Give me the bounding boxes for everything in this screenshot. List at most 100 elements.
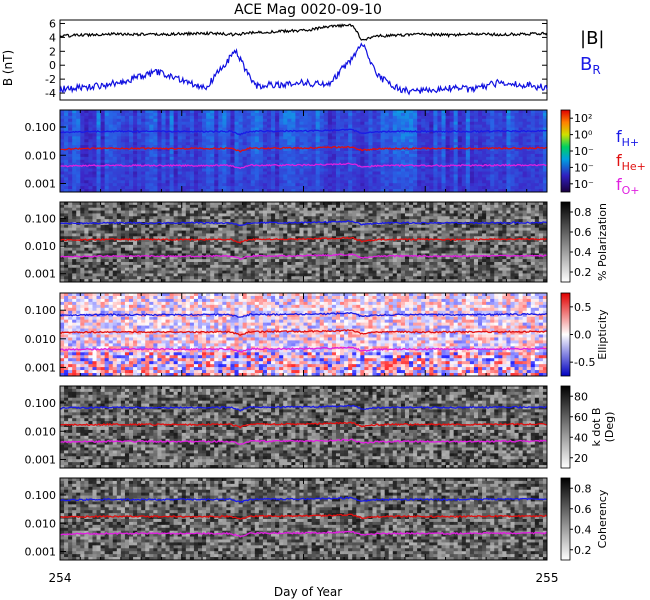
heatmap-cell xyxy=(372,151,377,155)
heatmap-cell xyxy=(368,118,373,123)
heatmap-cell xyxy=(352,133,357,137)
heatmap-cell xyxy=(291,153,296,158)
heatmap-cell xyxy=(490,115,495,120)
heatmap-cell xyxy=(469,115,475,120)
heatmap-cell xyxy=(299,156,304,161)
heatmap-cell xyxy=(133,210,138,214)
heatmap-cell xyxy=(441,210,446,214)
heatmap-cell xyxy=(242,139,248,143)
heatmap-cell xyxy=(271,168,276,172)
heatmap-cell xyxy=(185,222,191,226)
heatmap-cell xyxy=(409,213,414,217)
heatmap-cell xyxy=(368,127,373,131)
heatmap-cell xyxy=(445,202,450,206)
heatmap-cell xyxy=(254,127,260,131)
heatmap-cell xyxy=(279,159,284,164)
heatmap-cell xyxy=(238,148,244,152)
heatmap-cell xyxy=(323,133,329,137)
heatmap-cell xyxy=(271,124,276,128)
heatmap-cell xyxy=(368,133,373,137)
mag-y-tick-label: 2 xyxy=(49,45,56,58)
heatmap-cell xyxy=(352,224,357,229)
heatmap-cell xyxy=(258,216,264,220)
heatmap-cell xyxy=(210,118,215,123)
heatmap-cell xyxy=(112,118,118,123)
heatmap-cell xyxy=(486,233,491,237)
heatmap-cell xyxy=(352,219,357,223)
heatmap-cell xyxy=(181,130,187,134)
heatmap-cell xyxy=(514,219,519,223)
heatmap-cell xyxy=(145,127,150,131)
heatmap-cell xyxy=(246,210,252,214)
heatmap-cell xyxy=(68,151,73,155)
heatmap-cell xyxy=(364,236,369,240)
heatmap-cell xyxy=(331,171,337,175)
heatmap-cell xyxy=(530,230,536,234)
heatmap-cell xyxy=(149,236,154,240)
heatmap-cell xyxy=(189,118,195,123)
heatmap-cell xyxy=(258,207,264,211)
heatmap-cell xyxy=(104,145,110,149)
heatmap-cell xyxy=(400,112,406,117)
heatmap-cell xyxy=(92,189,97,193)
heatmap-cell xyxy=(128,165,134,169)
heatmap-cell xyxy=(478,210,483,214)
heatmap-cell xyxy=(60,145,65,149)
heatmap-cell xyxy=(542,224,548,229)
heatmap-cell xyxy=(193,162,199,167)
heatmap-cell xyxy=(384,207,390,211)
heatmap-cell xyxy=(478,183,483,187)
heatmap-cell xyxy=(165,115,170,120)
heatmap-cell xyxy=(429,210,434,214)
heatmap-cell xyxy=(72,139,77,143)
heatmap-cell xyxy=(157,153,162,158)
heatmap-cell xyxy=(327,165,333,169)
heatmap-cell xyxy=(287,202,292,206)
heatmap-cell xyxy=(262,180,268,184)
heatmap-cell xyxy=(60,186,65,190)
heatmap-cell xyxy=(133,127,138,131)
heatmap-cell xyxy=(372,139,377,143)
heatmap-cell xyxy=(193,139,199,143)
heatmap-cell xyxy=(510,133,515,137)
heatmap-cell xyxy=(384,110,390,114)
heatmap-cell xyxy=(364,186,369,190)
heatmap-cell xyxy=(340,130,345,134)
heatmap-cell xyxy=(84,145,89,149)
heatmap-cell xyxy=(388,145,394,149)
heatmap-cell xyxy=(315,139,321,143)
heatmap-cell xyxy=(210,168,215,172)
heatmap-cell xyxy=(404,142,410,146)
heatmap-cell xyxy=(498,142,503,146)
heatmap-cell xyxy=(542,168,548,172)
heatmap-cell xyxy=(173,207,179,211)
heatmap-cell xyxy=(323,207,329,211)
heatmap-cell xyxy=(429,216,434,220)
heatmap-cell xyxy=(319,153,325,158)
heatmap-cell xyxy=(392,202,398,206)
heatmap-cell xyxy=(478,213,483,217)
heatmap-cell xyxy=(222,145,227,149)
heatmap-cell xyxy=(335,127,341,131)
heatmap-cell xyxy=(331,124,337,128)
heatmap-cell xyxy=(258,236,264,240)
heatmap-cell xyxy=(376,156,382,161)
heatmap-cell xyxy=(112,112,118,117)
heatmap-cell xyxy=(254,148,260,152)
heatmap-cell xyxy=(319,136,325,140)
heatmap-cell xyxy=(315,159,321,164)
heatmap-cell xyxy=(104,189,110,193)
heatmap-cell xyxy=(376,115,382,120)
heatmap-cell xyxy=(307,224,313,229)
heatmap-cell xyxy=(376,151,382,155)
heatmap-cell xyxy=(348,142,353,146)
heatmap-cell xyxy=(433,115,438,120)
heatmap-cell xyxy=(210,124,215,128)
heatmap-cell xyxy=(392,127,398,131)
heatmap-cell xyxy=(473,127,479,131)
heatmap-cell xyxy=(530,115,536,120)
heatmap-cell xyxy=(116,121,122,126)
heatmap-cell xyxy=(526,139,532,143)
heatmap-cell xyxy=(120,230,126,234)
heatmap-cell xyxy=(234,127,239,131)
